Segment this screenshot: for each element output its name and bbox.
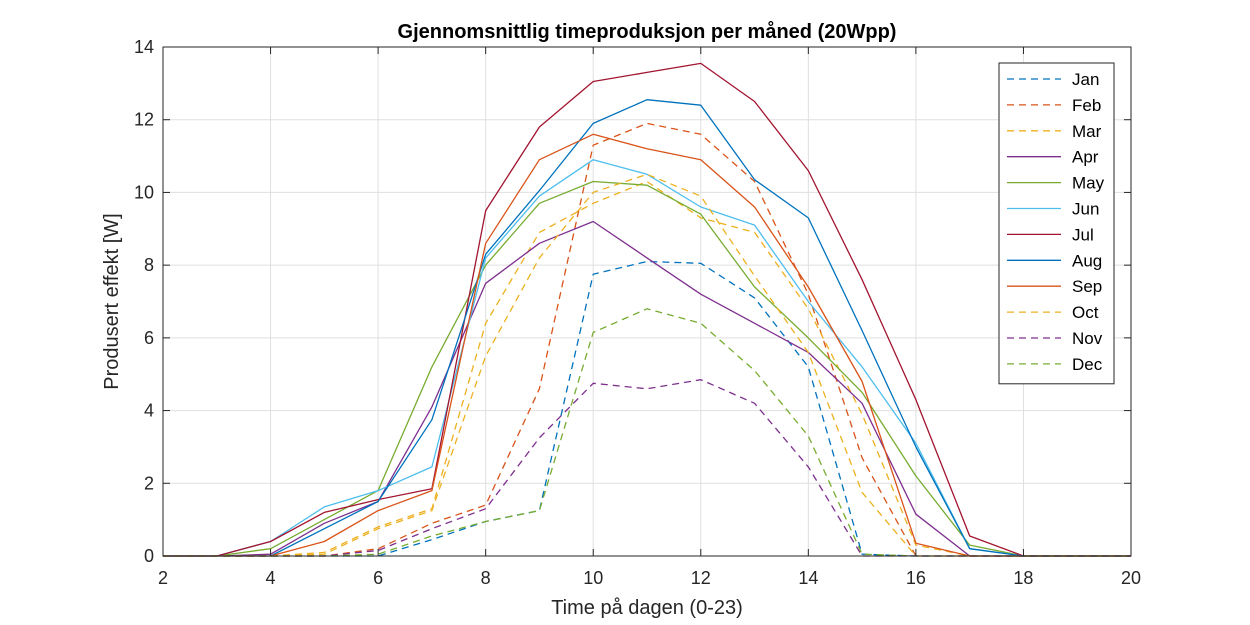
legend-label-jun: Jun bbox=[1072, 200, 1099, 219]
y-tick-label: 0 bbox=[144, 546, 154, 566]
legend-label-aug: Aug bbox=[1072, 251, 1102, 270]
y-tick-label: 8 bbox=[144, 255, 154, 275]
legend-label-may: May bbox=[1072, 174, 1105, 193]
legend: Jan Feb Mar Apr May Jun Jul Aug Sep Oct Nov Dec bbox=[998, 62, 1115, 385]
legend-label-sep: Sep bbox=[1072, 277, 1102, 296]
x-axis-label: Time på dagen (0-23) bbox=[551, 597, 743, 619]
plot-area bbox=[163, 47, 1131, 556]
legend-label-mar: Mar bbox=[1072, 122, 1102, 141]
axes bbox=[162, 46, 1132, 557]
x-tick-label: 16 bbox=[906, 568, 926, 588]
x-tick-label: 14 bbox=[798, 568, 818, 588]
y-tick-label: 14 bbox=[134, 37, 154, 57]
legend-label-jul: Jul bbox=[1072, 225, 1094, 244]
x-tick-label: 18 bbox=[1013, 568, 1033, 588]
y-axis-label: Produsert effekt [W] bbox=[101, 213, 123, 389]
x-tick-label: 20 bbox=[1121, 568, 1141, 588]
x-tick-label: 12 bbox=[691, 568, 711, 588]
chart-title: Gjennomsnittlig timeproduksjon per måned… bbox=[398, 20, 897, 43]
legend-label-feb: Feb bbox=[1072, 96, 1101, 115]
legend-label-apr: Apr bbox=[1072, 148, 1099, 167]
legend-label-dec: Dec bbox=[1072, 355, 1103, 374]
series-line-jul bbox=[163, 62, 1131, 557]
x-tick-label: 10 bbox=[583, 568, 603, 588]
x-tick-label: 4 bbox=[266, 568, 276, 588]
legend-box bbox=[998, 62, 1115, 385]
y-tick-label: 2 bbox=[144, 473, 154, 493]
axes-box bbox=[162, 46, 1132, 557]
y-tick-label: 10 bbox=[134, 182, 154, 202]
legend-label-jan: Jan bbox=[1072, 70, 1099, 89]
series-line-aug bbox=[163, 99, 1131, 557]
x-tick-label: 6 bbox=[373, 568, 383, 588]
x-tick-label: 8 bbox=[481, 568, 491, 588]
legend-label-oct: Oct bbox=[1072, 303, 1099, 322]
y-tick-label: 4 bbox=[144, 401, 154, 421]
series-line-may bbox=[163, 180, 1131, 557]
y-tick-label: 12 bbox=[134, 110, 154, 130]
x-tick-label: 2 bbox=[158, 568, 168, 588]
y-tick-label: 6 bbox=[144, 328, 154, 348]
legend-label-nov: Nov bbox=[1072, 329, 1103, 348]
